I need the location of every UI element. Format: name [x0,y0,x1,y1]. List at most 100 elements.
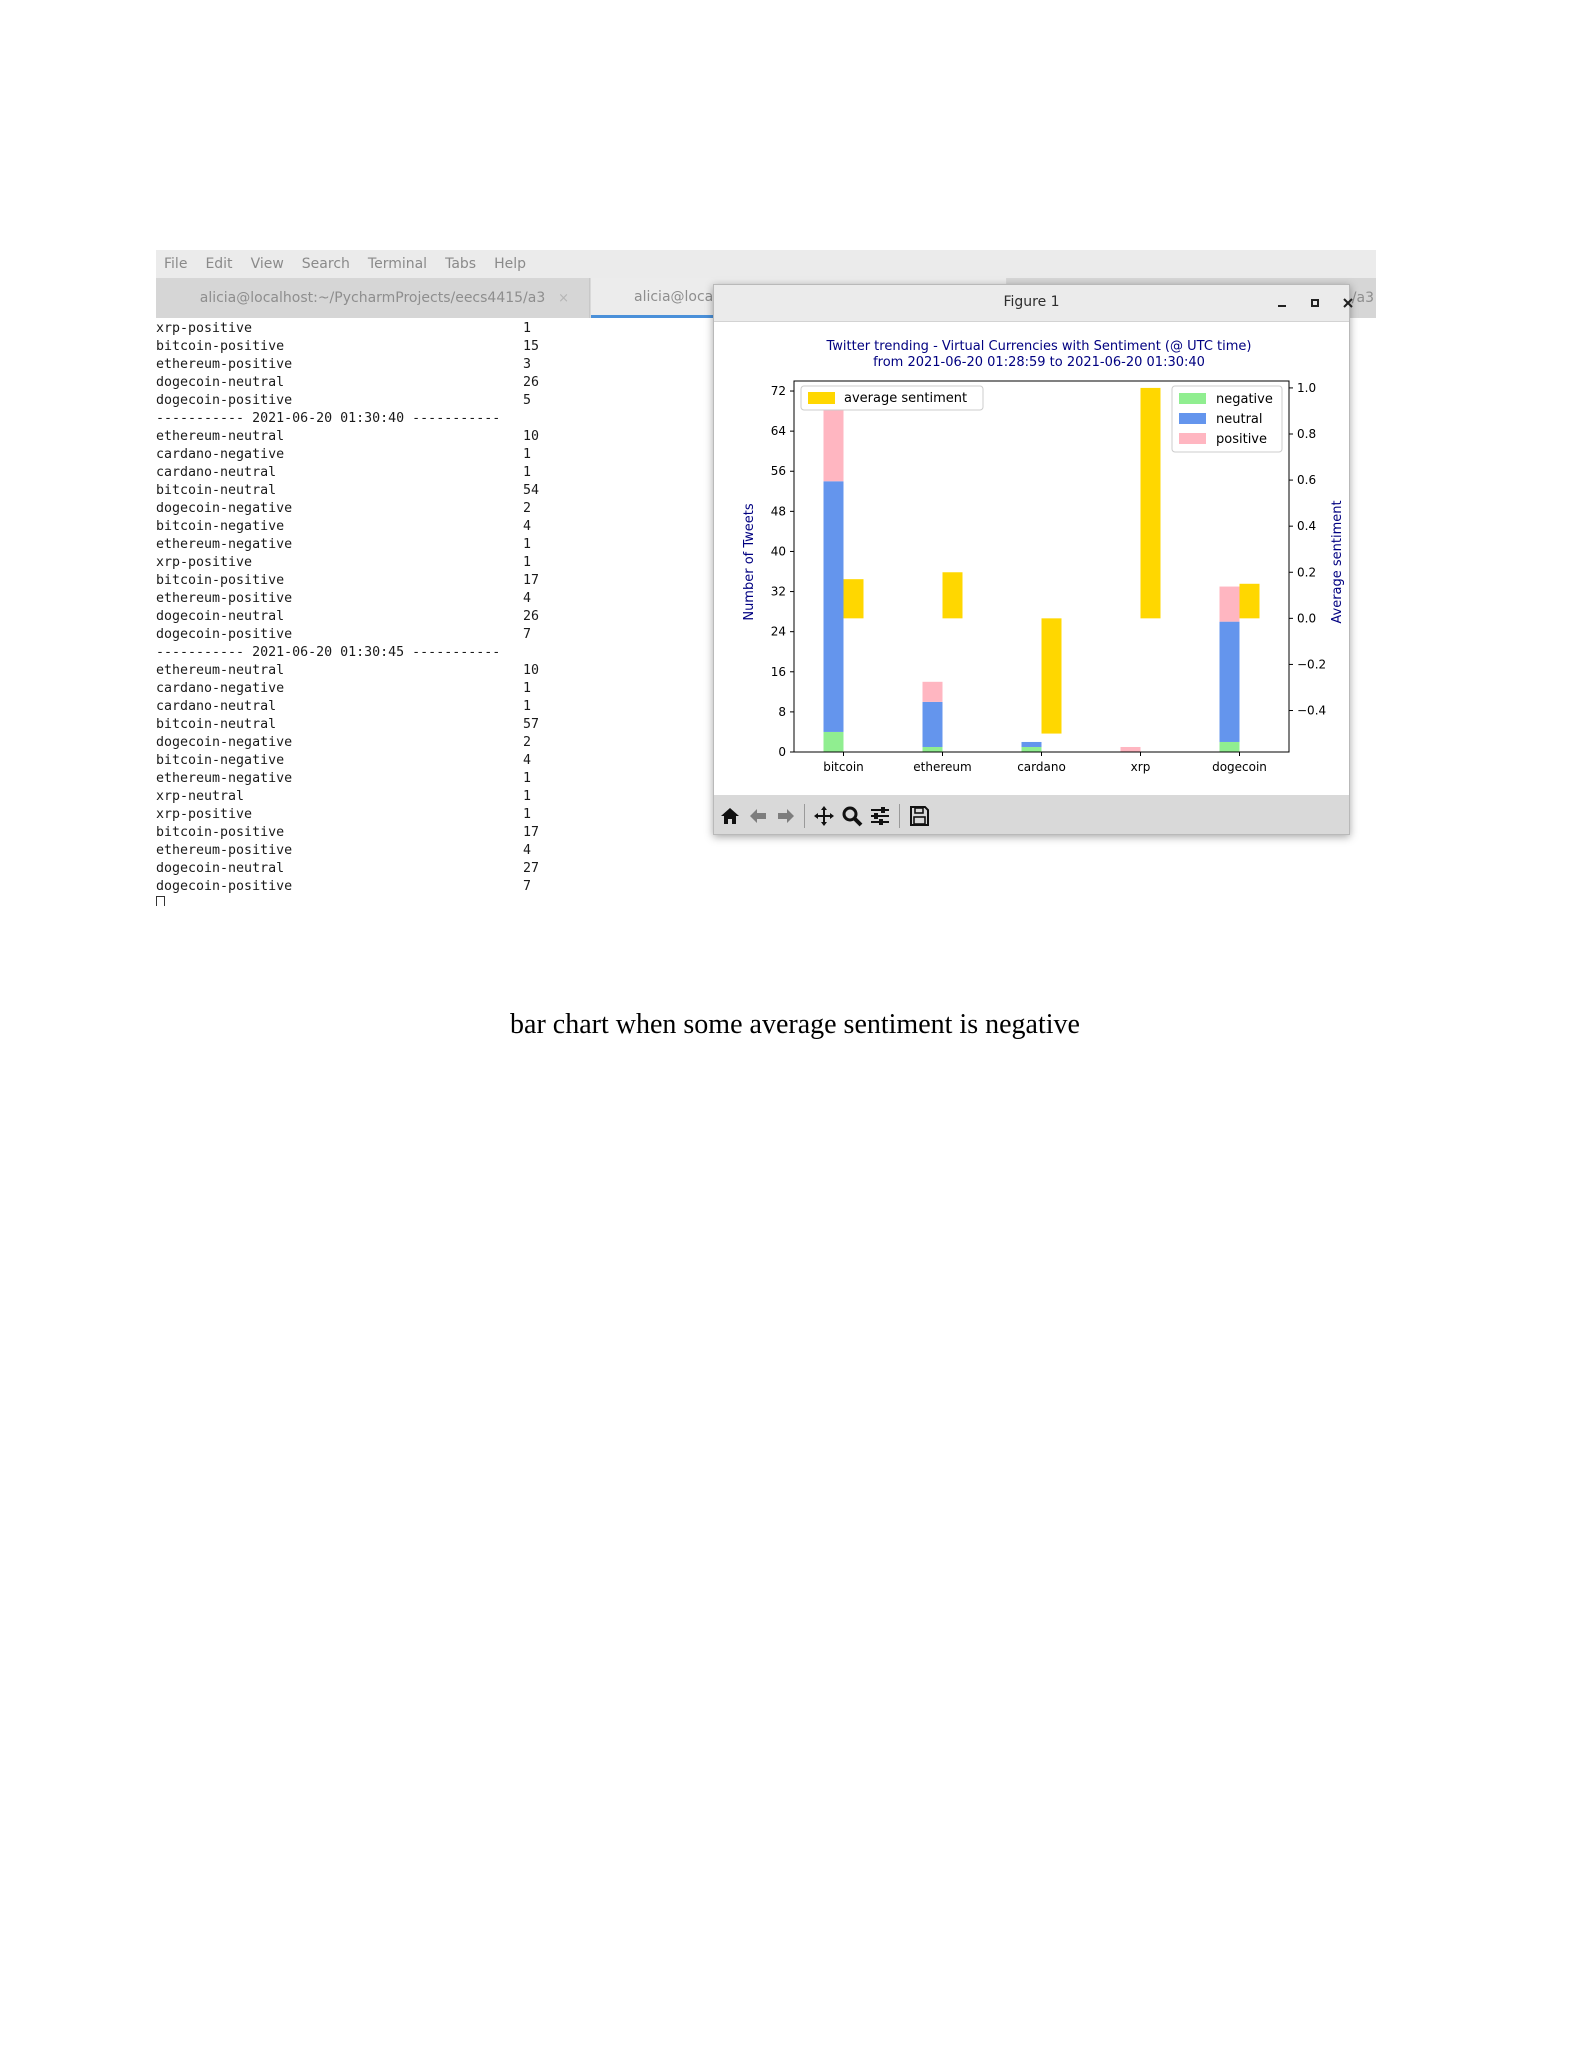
hashtag-key: dogecoin-negative [156,735,293,750]
x-tick-label: xrp [1131,760,1151,774]
count-value: 7 [523,879,532,894]
hashtag-key: bitcoin-positive [156,825,285,840]
hashtag-key: cardano-neutral [156,699,277,714]
y-tick-label: 56 [771,464,786,478]
back-button[interactable] [745,803,771,829]
minimize-button[interactable] [1271,292,1293,314]
forward-icon [778,809,794,823]
pan-button[interactable] [811,803,837,829]
menu-terminal[interactable]: Terminal [367,256,428,272]
maximize-icon [1311,299,1319,307]
hashtag-key: dogecoin-neutral [156,375,285,390]
legend-swatch-average-sentiment [808,392,835,404]
bar-positive-bitcoin [823,396,844,482]
hashtag-key: bitcoin-negative [156,753,285,768]
hashtag-key: cardano-negative [156,681,285,696]
hashtag-key: bitcoin-negative [156,519,285,534]
hashtag-key: xrp-neutral [156,789,245,804]
terminal-line: ethereum-positive 3 [156,356,756,374]
count-value: 57 [523,717,540,732]
tab-label: /a3 [1351,290,1374,306]
bar-average-sentiment-ethereum [942,572,963,619]
figure-canvas[interactable]: Twitter trending - Virtual Currencies wi… [714,322,1349,795]
menu-help[interactable]: Help [494,256,526,272]
terminal-line: xrp-neutral 1 [156,788,756,806]
terminal-cursor [156,896,165,906]
terminal-lines: xrp-positive 1 bitcoin-positive 15 ethereum-… [156,320,756,896]
terminal-line: dogecoin-negative 2 [156,500,756,518]
zoom-button[interactable] [839,803,865,829]
hashtag-key: dogecoin-neutral [156,609,285,624]
terminal-line: bitcoin-neutral 54 [156,482,756,500]
terminal-line: xrp-positive 1 [156,806,756,824]
y-right-tick-label: 0.0 [1297,611,1316,625]
count-value: 1 [523,465,532,480]
bar-neutral-ethereum [922,701,943,747]
hashtag-key: bitcoin-positive [156,339,285,354]
hashtag-key: ethereum-positive [156,843,293,858]
count-value: 4 [523,519,532,534]
menu-search[interactable]: Search [301,256,350,272]
hashtag-key: ethereum-positive [156,357,293,372]
x-tick-label: ethereum [913,760,971,774]
count-value: 1 [523,807,532,822]
terminal-separator-line: ----------- 2021-06-20 01:30:40 --------… [156,410,756,428]
legend-left-box [800,385,984,411]
maximize-button[interactable] [1304,292,1326,314]
zoom-icon [842,806,863,827]
y-tick-label: 72 [771,384,786,398]
configure-subplots-button[interactable] [867,803,893,829]
terminal-tab-1[interactable]: alicia@localhost:~/PycharmProjects/eecs4… [156,278,590,318]
menu-tabs[interactable]: Tabs [445,256,477,272]
hashtag-key: dogecoin-neutral [156,861,285,876]
terminal-line: ethereum-negative 1 [156,536,756,554]
y-tick-label: 8 [778,705,786,719]
bar-positive-xrp [1120,746,1141,752]
count-value: 1 [523,699,532,714]
terminal-line: bitcoin-negative 4 [156,518,756,536]
close-button[interactable] [1337,292,1359,314]
terminal-line: ethereum-neutral 10 [156,662,756,680]
terminal-line: ethereum-positive 4 [156,842,756,860]
toolbar-divider [899,804,900,828]
y-axis-label: Number of Tweets [742,503,757,621]
count-value: 1 [523,555,532,570]
home-button[interactable] [717,803,743,829]
menu-view[interactable]: View [250,256,284,272]
hashtag-key: ethereum-negative [156,771,293,786]
pan-icon [814,806,834,826]
terminal-line: bitcoin-positive 17 [156,824,756,842]
terminal-line: ethereum-negative 1 [156,770,756,788]
figure-titlebar[interactable]: Figure 1 [714,285,1353,322]
terminal-line: ethereum-neutral 10 [156,428,756,446]
x-tick-label: dogecoin [1212,760,1267,774]
legend-label-positive: positive [1216,432,1267,447]
bar-negative-bitcoin [823,731,844,752]
count-value: 3 [523,357,532,372]
close-tab-icon[interactable]: × [558,290,569,306]
terminal-line: dogecoin-neutral 27 [156,860,756,878]
legend-swatch-neutral [1179,413,1206,424]
terminal-line: dogecoin-neutral 26 [156,374,756,392]
legend-label-neutral: neutral [1216,412,1263,427]
legend-swatch-negative [1179,393,1206,404]
hashtag-key: bitcoin-neutral [156,717,277,732]
forward-button[interactable] [773,803,799,829]
terminal-separator-line: ----------- 2021-06-20 01:30:45 --------… [156,644,756,662]
menu-edit[interactable]: Edit [205,256,233,272]
count-value: 7 [523,627,532,642]
terminal-line: cardano-neutral 1 [156,698,756,716]
count-value: 17 [523,573,540,588]
save-button[interactable] [906,803,932,829]
terminal-line: dogecoin-positive 7 [156,626,756,644]
bar-negative-ethereum [922,746,943,752]
count-value: 1 [523,321,532,336]
bar-positive-dogecoin [1219,586,1240,622]
count-value: 17 [523,825,540,840]
menu-file[interactable]: File [164,256,188,272]
count-value: 26 [523,609,540,624]
bar-average-sentiment-bitcoin [843,579,864,619]
count-value: 1 [523,771,532,786]
terminal-output[interactable]: xrp-positive 1 bitcoin-positive 15 ethereum-… [156,320,756,906]
timestamp-separator: ----------- 2021-06-20 01:30:40 --------… [156,411,501,426]
